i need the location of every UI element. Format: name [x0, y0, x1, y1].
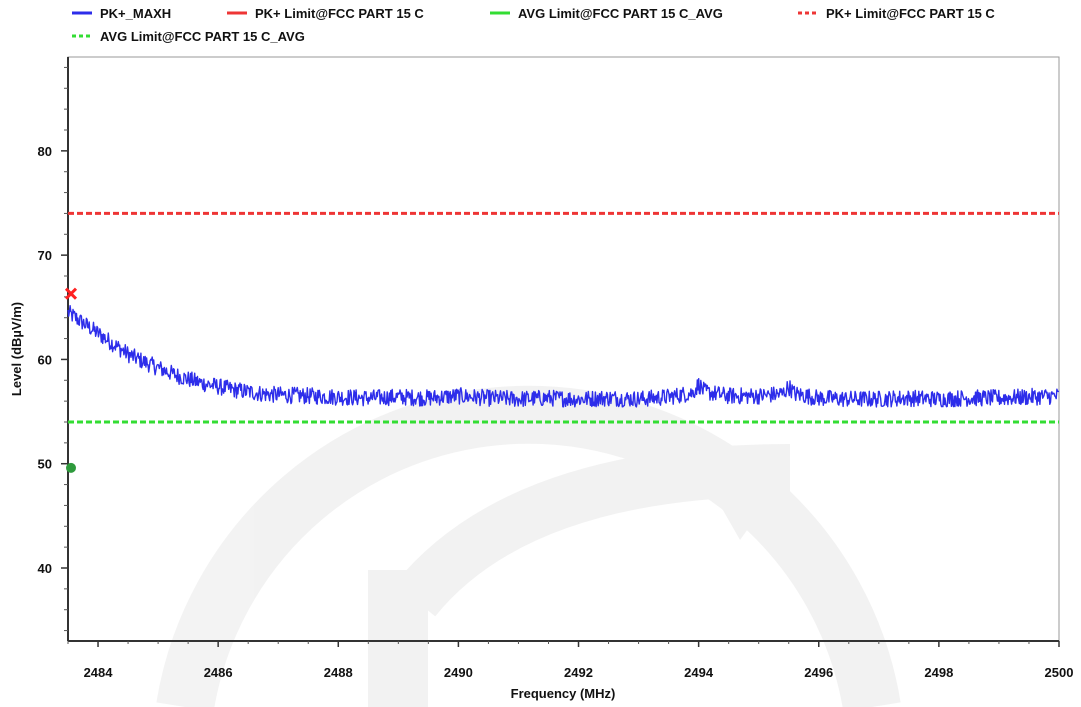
x-tick-label: 2484	[84, 665, 114, 680]
series-line-0	[67, 305, 1060, 408]
peak-marker	[64, 287, 78, 300]
avg-marker	[66, 462, 77, 473]
x-tick-label: 2486	[204, 665, 233, 680]
chart-legend: PK+_MAXH PK+ Limit@FCC PART 15 C AVG Lim…	[72, 6, 995, 44]
x-tick-label: 2498	[924, 665, 953, 680]
x-tick-label: 2488	[324, 665, 353, 680]
legend-label-avg-limit-dashed: AVG Limit@FCC PART 15 C_AVG	[100, 29, 305, 44]
y-tick-label: 40	[38, 561, 52, 576]
legend-label-pk-limit-dashed: PK+ Limit@FCC PART 15 C	[826, 6, 995, 21]
legend-item-pk-limit: PK+ Limit@FCC PART 15 C	[227, 6, 424, 21]
marker-layer	[64, 287, 78, 473]
legend-item-avg-limit: AVG Limit@FCC PART 15 C_AVG	[490, 6, 723, 21]
x-axis-title: Frequency (MHz)	[511, 686, 616, 701]
x-tick-label: 2496	[804, 665, 833, 680]
x-tick-label: 2492	[564, 665, 593, 680]
y-tick-label: 80	[38, 144, 52, 159]
watermark-logo	[156, 385, 901, 707]
y-tick-label: 60	[38, 352, 52, 367]
legend-item-avg-limit-dashed: AVG Limit@FCC PART 15 C_AVG	[72, 29, 305, 44]
x-tick-label: 2494	[684, 665, 714, 680]
legend-item-pk-maxh: PK+_MAXH	[72, 6, 171, 21]
legend-label-pk-limit: PK+ Limit@FCC PART 15 C	[255, 6, 424, 21]
legend-item-pk-limit-dashed: PK+ Limit@FCC PART 15 C	[798, 6, 995, 21]
series-layer	[67, 211, 1060, 424]
legend-label-avg-limit: AVG Limit@FCC PART 15 C_AVG	[518, 6, 723, 21]
y-tick-label: 70	[38, 248, 52, 263]
legend-label-pk-maxh: PK+_MAXH	[100, 6, 171, 21]
x-tick-label: 2500	[1045, 665, 1074, 680]
axis-tick-labels: 2484 2486 2488 2490 2492 2494 2496 2498 2500 40 50…	[38, 144, 1074, 680]
y-tick-label: 50	[38, 457, 52, 472]
axis-ticks	[61, 66, 1060, 647]
y-axis-title: Level (dBµV/m)	[9, 302, 24, 396]
x-tick-label: 2490	[444, 665, 473, 680]
